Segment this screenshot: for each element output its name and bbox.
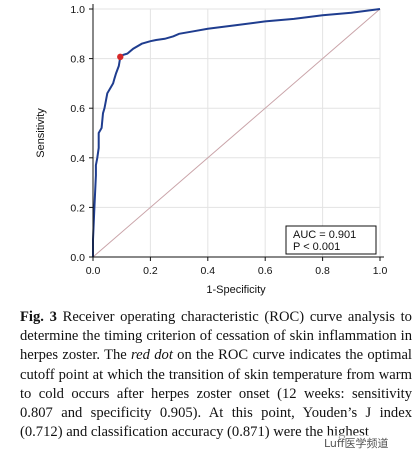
y-axis-label: Sensitivity	[35, 108, 47, 158]
caption-text-part2: on the ROC curve indicates the optimal c…	[20, 347, 412, 441]
x-tick-label: 0.4	[200, 265, 215, 277]
y-tick-label: 0.6	[70, 103, 85, 115]
roc-chart: 0.0 0.2 0.4 0.6 0.8 1.0 0.0 0.2 0.4 0.6 0.8 1.0 Se…	[35, 4, 388, 296]
optimal-cutoff-point	[117, 53, 124, 61]
x-tick-label: 1.0	[373, 265, 388, 277]
caption-text-part1: Receiver operating characteristic (ROC) …	[20, 309, 412, 364]
y-tick-label: 0.4	[70, 153, 85, 165]
reference-diagonal-line	[92, 8, 381, 258]
roc-curve-line	[92, 8, 381, 257]
figure-caption: Fig. 3 Receiver operating characteristic…	[20, 308, 412, 442]
x-tick-label: 0.0	[86, 265, 101, 277]
x-axis-label: 1-Specificity	[206, 284, 266, 296]
x-tick-label: 0.6	[258, 265, 273, 277]
y-tick-label: 0.2	[70, 202, 85, 214]
watermark-label: Luff医学频道	[322, 435, 391, 451]
y-axis-ticks: 0.0 0.2 0.4 0.6 0.8 1.0	[70, 4, 93, 264]
y-tick-label: 0.0	[70, 252, 85, 264]
y-tick-label: 0.8	[70, 54, 85, 66]
auc-legend-box: AUC = 0.901 P < 0.001	[285, 225, 377, 255]
caption-red-dot-phrase: red dot	[131, 347, 173, 364]
p-value-text: P < 0.001	[293, 241, 340, 253]
grid-lines	[93, 8, 381, 257]
x-tick-label: 0.8	[315, 265, 330, 277]
figure-label: Fig. 3	[20, 309, 57, 325]
x-tick-label: 0.2	[143, 265, 158, 277]
auc-value-text: AUC = 0.901	[293, 229, 356, 241]
y-tick-label: 1.0	[70, 4, 85, 16]
x-axis-ticks: 0.0 0.2 0.4 0.6 0.8 1.0	[86, 257, 388, 277]
